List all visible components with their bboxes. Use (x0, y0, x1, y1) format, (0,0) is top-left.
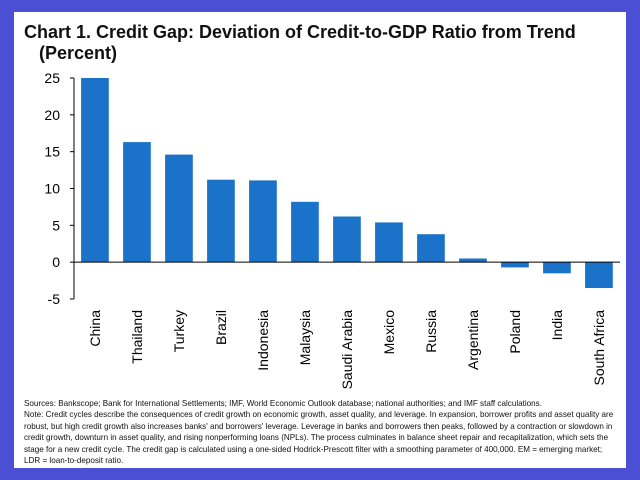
bar-mexico (375, 222, 403, 263)
bar-saudi-arabia (333, 216, 361, 263)
y-tick-label: 5 (52, 217, 60, 233)
chart-notes: Sources: Bankscope; Bank for Internation… (24, 398, 620, 466)
x-tick-label: China (87, 310, 103, 347)
y-tick-label: 10 (44, 181, 60, 197)
y-tick-label: -5 (48, 291, 61, 307)
sources-text: Sources: Bankscope; Bank for Internation… (24, 399, 542, 408)
bar-china (81, 78, 109, 263)
chart-title-text: Chart 1. Credit Gap: Deviation of Credit… (24, 22, 576, 42)
x-tick-label: Malaysia (297, 310, 313, 365)
x-tick-label: Saudi Arabia (339, 310, 355, 390)
chart-panel: Chart 1. Credit Gap: Deviation of Credit… (14, 12, 626, 468)
x-tick-label: Argentina (465, 310, 481, 370)
bar-south-africa (585, 262, 613, 288)
bar-india (543, 262, 571, 274)
x-tick-label: Turkey (171, 310, 187, 352)
y-tick-labels: -5 0 5 10 15 20 25 (44, 70, 60, 307)
bar-argentina (459, 258, 487, 263)
bar-brazil (207, 179, 235, 263)
bar-indonesia (249, 180, 277, 263)
bar-thailand (123, 142, 151, 263)
x-tick-label: Russia (423, 310, 439, 353)
x-tick-labels: China Thailand Turkey Brazil Indonesia Malays… (87, 310, 607, 390)
x-tick-label: Indonesia (255, 310, 271, 371)
bar-poland (501, 262, 529, 268)
y-tick-label: 0 (52, 254, 60, 270)
note-text: Note: Credit cycles describe the consequ… (24, 410, 614, 466)
y-tick-label: 20 (44, 107, 60, 123)
x-tick-label: Mexico (381, 310, 397, 355)
bars (81, 78, 613, 288)
x-tick-label: Thailand (129, 310, 145, 364)
x-tick-label: Brazil (213, 310, 229, 345)
x-tick-label: Poland (507, 310, 523, 354)
bar-russia (417, 234, 445, 263)
x-tick-label: South Africa (591, 310, 607, 386)
axes (70, 77, 620, 300)
bar-turkey (165, 154, 193, 263)
y-tick-label: 15 (44, 144, 60, 160)
chart-title: Chart 1. Credit Gap: Deviation of Credit… (24, 22, 614, 64)
x-tick-label: India (549, 310, 565, 341)
bar-chart: -5 0 5 10 15 20 25 China Thailand Turkey Brazil In… (44, 70, 620, 390)
y-tick-label: 25 (44, 70, 60, 86)
bar-malaysia (291, 201, 319, 263)
chart-subtitle: (Percent) (39, 43, 118, 63)
